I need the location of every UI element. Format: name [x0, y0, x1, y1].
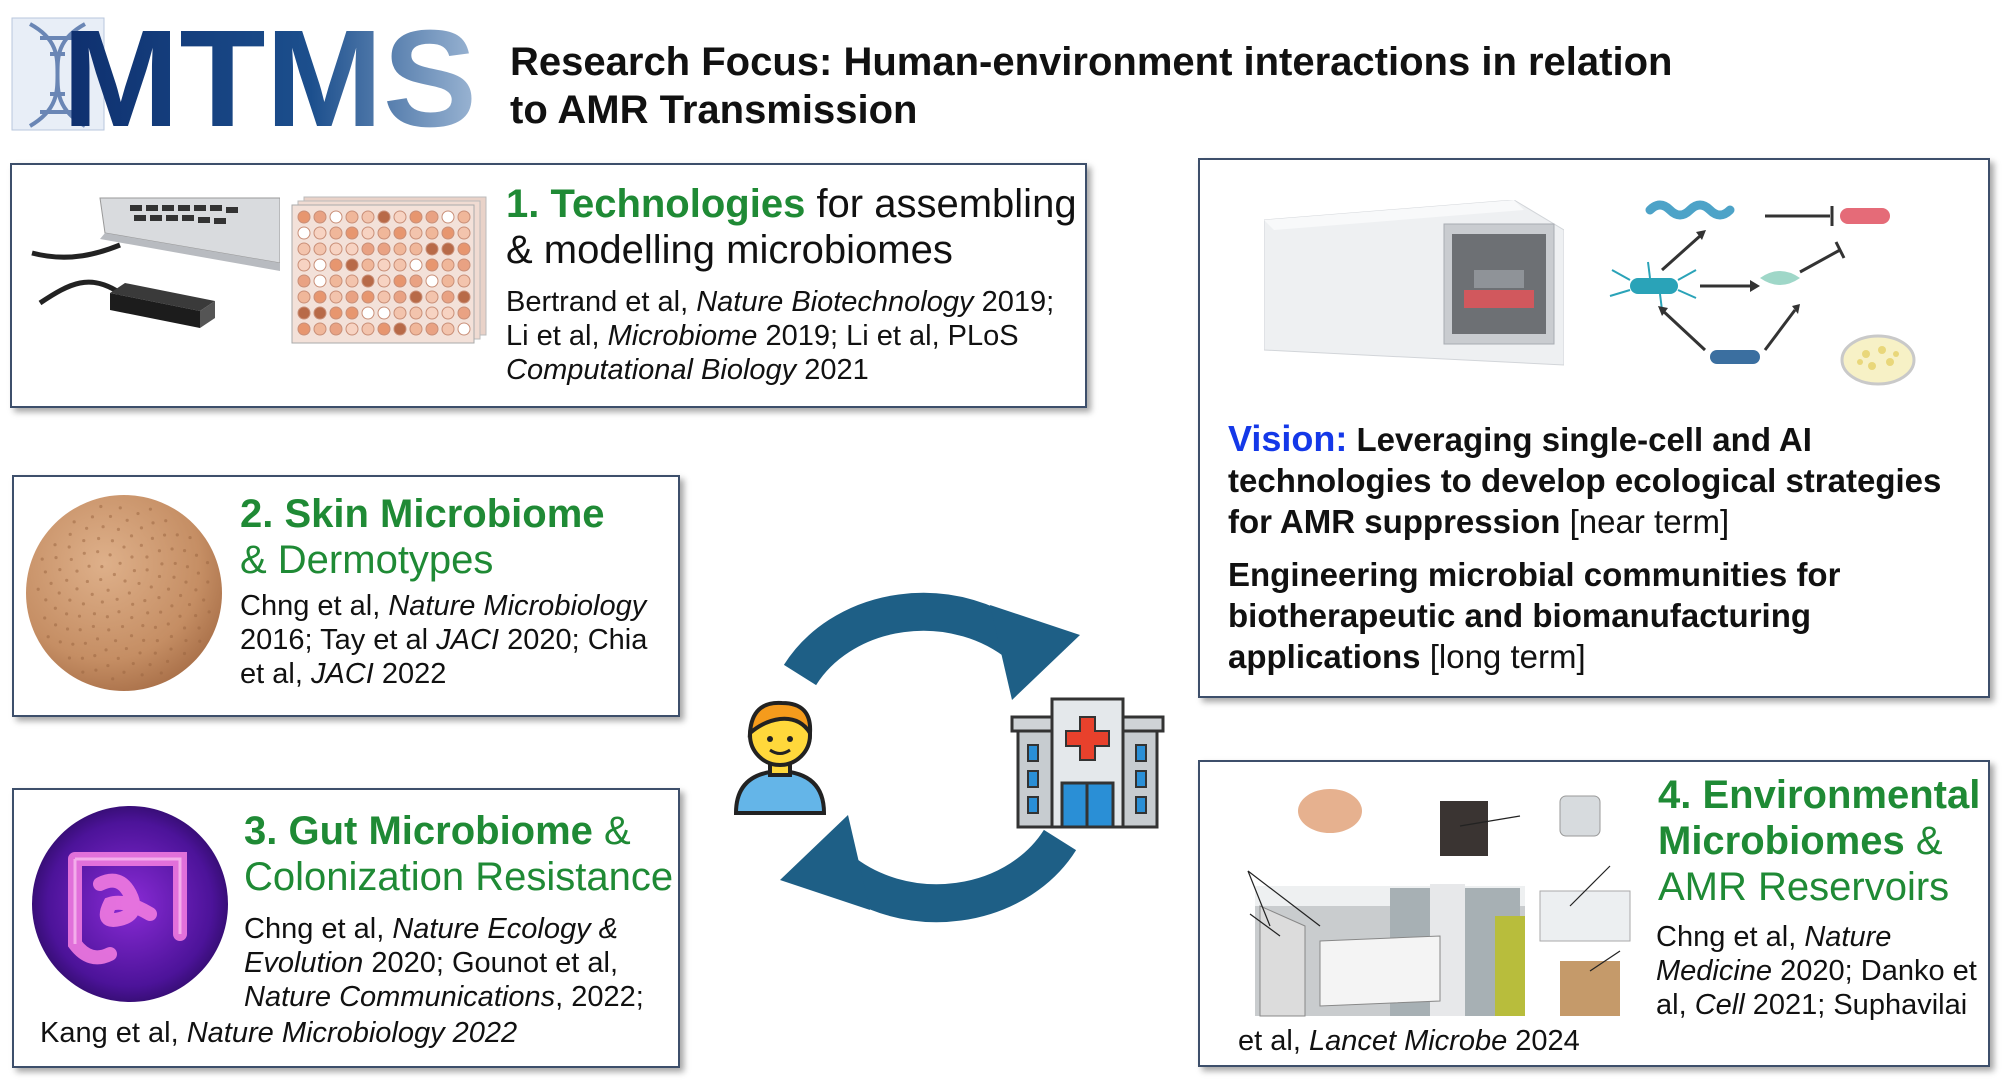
tech-keyword: Technologies	[550, 182, 806, 226]
ref-line: Computational Biology 2021	[506, 354, 869, 386]
skin-heading-line1: 2. Skin Microbiome	[240, 492, 605, 536]
skin-icon	[26, 495, 222, 691]
gut-microbiome-panel: 3. Gut Microbiome & Colonization Resista…	[12, 788, 680, 1068]
environmental-panel: 4. Environmental Microbiomes & AMR Reser…	[1198, 760, 1990, 1067]
mtms-logo: MTMS	[10, 2, 480, 156]
instrument-icon	[1264, 200, 1564, 366]
env-heading-line3: AMR Reservoirs	[1658, 865, 1950, 909]
vision-label: Vision:	[1228, 418, 1348, 459]
page-title: Research Focus: Human-environment intera…	[510, 38, 1672, 134]
ref-line: 2016; Tay et al JACI 2020; Chia	[240, 624, 648, 656]
skin-references: Chng et al, Nature Microbiology 2016; Ta…	[240, 589, 647, 691]
person-icon	[733, 700, 827, 815]
environmental-heading: 4. Environmental Microbiomes & AMR Reser…	[1658, 773, 1981, 909]
ref-line: Chng et al, Nature Microbiology	[240, 590, 647, 622]
dna-icon	[28, 22, 87, 128]
ref-line: Nature Communications, 2022;	[244, 981, 644, 1013]
ref-line: al, Cell 2021; Suphavilai	[1656, 989, 1968, 1021]
hospital-icon	[1010, 697, 1165, 829]
gut-heading: 3. Gut Microbiome & Colonization Resista…	[244, 808, 673, 900]
gut-reference-last: Kang et al, Nature Microbiology 2022	[40, 1017, 518, 1049]
title-line2: to AMR Transmission	[510, 88, 918, 132]
gut-heading-amp: &	[592, 809, 631, 853]
bacteria-network-icon	[1609, 200, 1890, 364]
cycle-arrows-icon	[780, 592, 1080, 923]
ref-line: et al, JACI 2022	[240, 658, 447, 690]
tech-heading-line2: & modelling microbiomes	[506, 228, 953, 272]
ref-line: Bertrand et al, Nature Biotechnology 201…	[506, 286, 1055, 318]
near-term-note: [near term]	[1560, 503, 1730, 540]
title-line1: Research Focus: Human-environment intera…	[510, 40, 1673, 84]
ref-line: Evolution 2020; Gounot et al,	[244, 947, 619, 979]
technologies-panel: 1. Technologies for assembling & modelli…	[10, 163, 1087, 408]
ref-line: Chng et al, Nature Ecology &	[244, 913, 618, 945]
env-references: Chng et al, Nature Medicine 2020; Danko …	[1656, 920, 1977, 1022]
petri-dish-icon	[1840, 334, 1916, 386]
gut-icon	[32, 806, 228, 1002]
ref-line: Chng et al, Nature	[1656, 921, 1892, 953]
tech-references: Bertrand et al, Nature Biotechnology 201…	[506, 285, 1054, 387]
tech-heading-rest: for assembling	[805, 182, 1077, 226]
logo-text: MTMS	[62, 14, 477, 134]
skin-heading: 2. Skin Microbiome & Dermotypes	[240, 491, 605, 583]
long-term-note: [long term]	[1420, 638, 1586, 675]
skin-microbiome-panel: 2. Skin Microbiome & Dermotypes Chng et …	[12, 475, 680, 717]
gut-references: Chng et al, Nature Ecology & Evolution 2…	[244, 912, 644, 1014]
env-heading-line2: Microbiomes	[1658, 819, 1905, 863]
env-reference-last: et al, Lancet Microbe 2024	[1238, 1025, 1580, 1057]
ref-line: Li et al, Microbiome 2019; Li et al, PLo…	[506, 320, 1019, 352]
vision-text: Vision: Leveraging single-cell and AI te…	[1228, 418, 1942, 675]
laptop-icon	[31, 197, 280, 328]
tech-number: 1.	[506, 182, 540, 226]
ref-line: Medicine 2020; Danko et	[1656, 955, 1977, 987]
vision-panel: Vision: Leveraging single-cell and AI te…	[1198, 158, 1990, 698]
gut-heading-line1: 3. Gut Microbiome	[244, 809, 593, 853]
skin-heading-line2: & Dermotypes	[240, 538, 494, 582]
gut-heading-line2: Colonization Resistance	[244, 855, 674, 899]
hospital-room-photo	[1210, 776, 1650, 1021]
env-heading-line1: 4. Environmental	[1658, 773, 1981, 817]
technologies-heading: 1. Technologies for assembling & modelli…	[506, 181, 1077, 273]
well-plate-icon	[291, 196, 487, 344]
